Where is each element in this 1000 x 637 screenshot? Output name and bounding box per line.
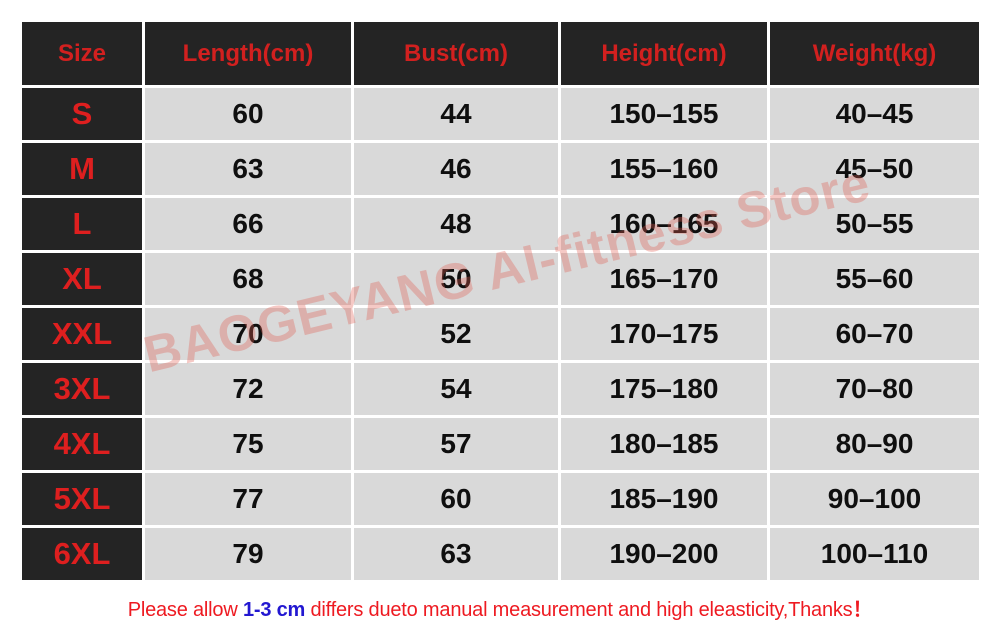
weight-value-cell: 90–100: [770, 473, 979, 525]
height-value-cell: 175–180: [561, 363, 767, 415]
length-value-cell: 68: [145, 253, 351, 305]
weight-value-cell: 50–55: [770, 198, 979, 250]
table-row: XXL 70 52 170–175 60–70: [22, 308, 979, 360]
table-row: 5XL 77 60 185–190 90–100: [22, 473, 979, 525]
weight-value-cell: 100–110: [770, 528, 979, 580]
size-label-cell: XXL: [22, 308, 142, 360]
size-label-cell: 5XL: [22, 473, 142, 525]
col-header-bust: Bust(cm): [354, 22, 558, 85]
table-row: 6XL 79 63 190–200 100–110: [22, 528, 979, 580]
bust-value-cell: 52: [354, 308, 558, 360]
bust-value-cell: 63: [354, 528, 558, 580]
disclaimer-exclamation: ！: [852, 599, 873, 621]
table-header-row: Size Length(cm) Bust(cm) Height(cm) Weig…: [22, 22, 979, 85]
height-value-cell: 185–190: [561, 473, 767, 525]
height-value-cell: 155–160: [561, 143, 767, 195]
length-value-cell: 66: [145, 198, 351, 250]
table-row: 4XL 75 57 180–185 80–90: [22, 418, 979, 470]
size-label-cell: XL: [22, 253, 142, 305]
size-label-cell: L: [22, 198, 142, 250]
size-label-cell: S: [22, 88, 142, 140]
col-header-length: Length(cm): [145, 22, 351, 85]
col-header-weight: Weight(kg): [770, 22, 979, 85]
weight-value-cell: 40–45: [770, 88, 979, 140]
disclaimer-tolerance: 1-3 cm: [242, 599, 306, 621]
weight-value-cell: 55–60: [770, 253, 979, 305]
height-value-cell: 165–170: [561, 253, 767, 305]
bust-value-cell: 50: [354, 253, 558, 305]
size-chart-table: Size Length(cm) Bust(cm) Height(cm) Weig…: [19, 19, 982, 583]
weight-value-cell: 60–70: [770, 308, 979, 360]
length-value-cell: 70: [145, 308, 351, 360]
size-label-cell: 6XL: [22, 528, 142, 580]
height-value-cell: 150–155: [561, 88, 767, 140]
disclaimer-suffix: differs dueto manual measurement and hig…: [305, 599, 853, 621]
height-value-cell: 180–185: [561, 418, 767, 470]
length-value-cell: 63: [145, 143, 351, 195]
bust-value-cell: 44: [354, 88, 558, 140]
col-header-height: Height(cm): [561, 22, 767, 85]
table-row: M 63 46 155–160 45–50: [22, 143, 979, 195]
table-row: 3XL 72 54 175–180 70–80: [22, 363, 979, 415]
bust-value-cell: 54: [354, 363, 558, 415]
table-body: S 60 44 150–155 40–45 M 63 46 155–160 45–50 L 66 48 1…: [22, 88, 979, 580]
bust-value-cell: 46: [354, 143, 558, 195]
bust-value-cell: 60: [354, 473, 558, 525]
table-row: XL 68 50 165–170 55–60: [22, 253, 979, 305]
weight-value-cell: 80–90: [770, 418, 979, 470]
height-value-cell: 160–165: [561, 198, 767, 250]
bust-value-cell: 57: [354, 418, 558, 470]
size-label-cell: 4XL: [22, 418, 142, 470]
length-value-cell: 72: [145, 363, 351, 415]
bust-value-cell: 48: [354, 198, 558, 250]
length-value-cell: 75: [145, 418, 351, 470]
col-header-size: Size: [22, 22, 142, 85]
size-label-cell: 3XL: [22, 363, 142, 415]
height-value-cell: 190–200: [561, 528, 767, 580]
weight-value-cell: 70–80: [770, 363, 979, 415]
size-label-cell: M: [22, 143, 142, 195]
table-row: S 60 44 150–155 40–45: [22, 88, 979, 140]
disclaimer-prefix: Please allow: [127, 599, 243, 621]
length-value-cell: 77: [145, 473, 351, 525]
length-value-cell: 60: [145, 88, 351, 140]
height-value-cell: 170–175: [561, 308, 767, 360]
measurement-disclaimer: Please allow 1-3 cm differs dueto manual…: [0, 593, 1000, 622]
length-value-cell: 79: [145, 528, 351, 580]
weight-value-cell: 45–50: [770, 143, 979, 195]
table-row: L 66 48 160–165 50–55: [22, 198, 979, 250]
